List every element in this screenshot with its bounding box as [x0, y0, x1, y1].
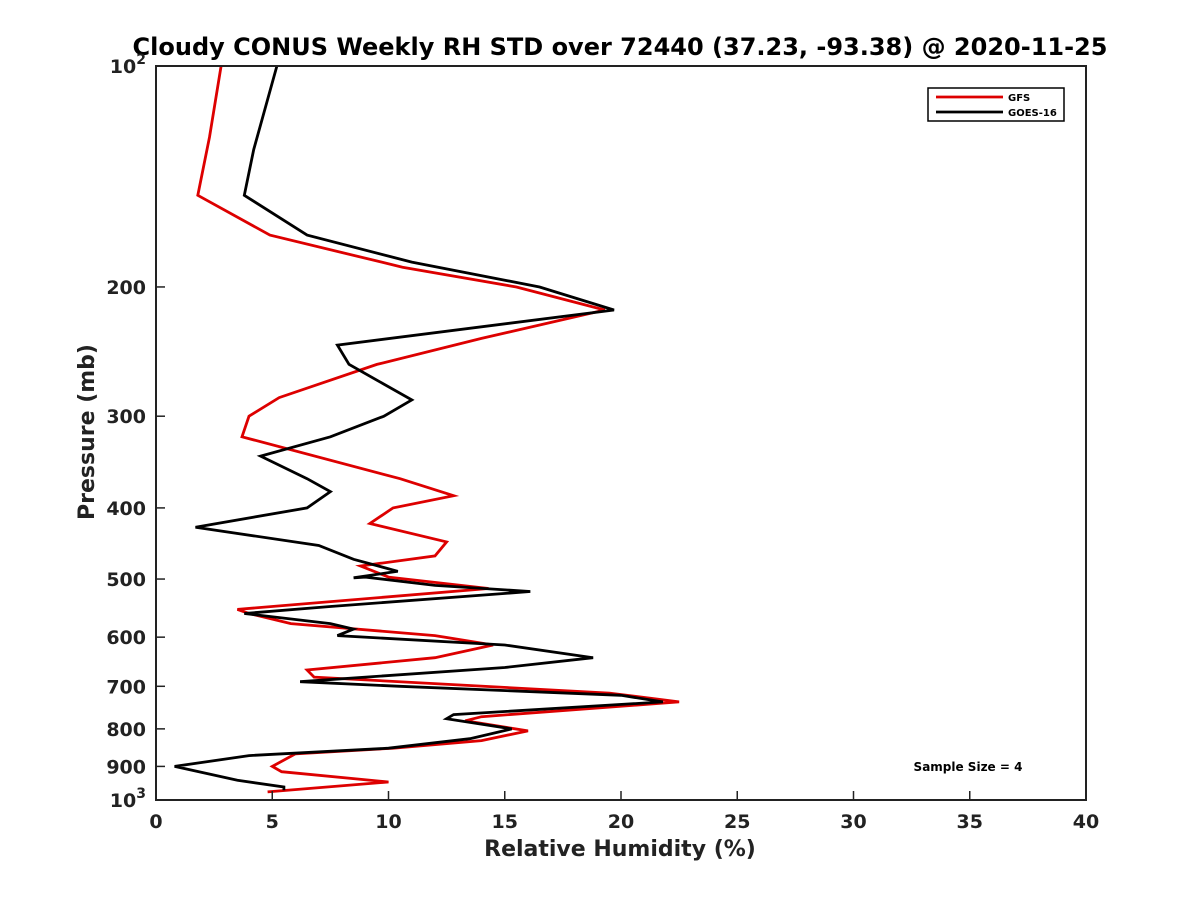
y-tick-label: 800 — [106, 719, 146, 741]
legend-label: GFS — [1008, 93, 1030, 104]
plot-frame — [155, 65, 1087, 801]
legend: GFS GOES-16 — [927, 87, 1065, 122]
x-tick-label: 25 — [724, 811, 750, 833]
y-tick-label: 300 — [106, 406, 146, 428]
series-line-gfs — [196, 65, 680, 794]
x-tick-label: 15 — [492, 811, 518, 833]
y-tick-label: 103 — [110, 786, 146, 812]
x-tick-label: 20 — [608, 811, 634, 833]
series-layer — [174, 65, 680, 794]
x-axis: 0 5 10 15 20 25 30 35 40 — [149, 791, 1099, 833]
x-tick-label: 0 — [149, 811, 162, 833]
y-tick-label: 102 — [110, 52, 146, 78]
y-tick-label: 900 — [106, 756, 146, 778]
x-tick-label: 30 — [840, 811, 866, 833]
chart-title: Cloudy CONUS Weekly RH STD over 72440 (3… — [133, 33, 1108, 61]
y-tick-label: 200 — [106, 277, 146, 299]
x-tick-label: 10 — [375, 811, 401, 833]
y-tick-label: 400 — [106, 498, 146, 520]
x-tick-label: 35 — [957, 811, 983, 833]
series-line-goes-16 — [174, 65, 664, 791]
y-tick-label: 500 — [106, 569, 146, 591]
legend-box — [927, 87, 1065, 122]
y-axis: 102 200 300 400 500 600 700 800 900 103 — [106, 52, 165, 812]
legend-label: GOES-16 — [1008, 108, 1057, 119]
x-axis-label: Relative Humidity (%) — [484, 837, 756, 862]
y-tick-label: 600 — [106, 627, 146, 649]
sample-size-annotation: Sample Size = 4 — [914, 760, 1023, 774]
x-tick-label: 40 — [1073, 811, 1099, 833]
y-axis-label: Pressure (mb) — [75, 344, 100, 520]
y-tick-label: 700 — [106, 676, 146, 698]
x-tick-label: 5 — [266, 811, 279, 833]
